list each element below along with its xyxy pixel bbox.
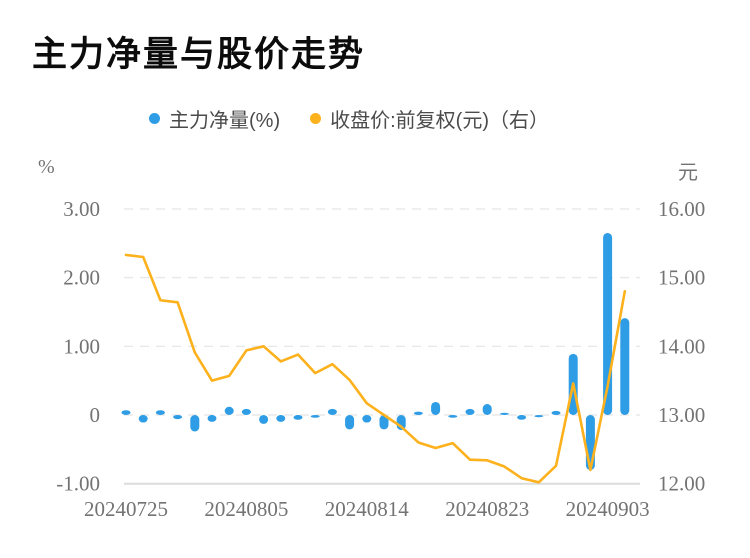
left-axis-unit: % xyxy=(38,156,55,178)
net-volume-bar[interactable] xyxy=(345,415,355,430)
close-price-marker-icon xyxy=(310,113,322,124)
net-volume-bar[interactable] xyxy=(482,404,492,415)
net-volume-bar[interactable] xyxy=(207,415,217,422)
legend-item-close-price[interactable]: 收盘价:前复权(元)（右） xyxy=(310,104,549,133)
right-axis-tick: 13.00 xyxy=(658,403,705,427)
x-axis-tick: 20240805 xyxy=(204,497,288,521)
x-axis-tick: 20240814 xyxy=(325,497,410,521)
net-volume-bar[interactable] xyxy=(413,411,423,415)
left-axis-tick: 0 xyxy=(90,403,101,427)
net-volume-bar[interactable] xyxy=(121,410,131,415)
close-price-line[interactable] xyxy=(124,253,627,484)
legend-item-main-net-volume[interactable]: 主力净量(%) xyxy=(149,104,280,133)
right-axis-tick: 16.00 xyxy=(658,197,705,221)
net-volume-bar[interactable] xyxy=(465,408,475,415)
right-axis-unit: 元 xyxy=(678,162,698,184)
net-volume-bar[interactable] xyxy=(499,412,509,415)
net-volume-bar[interactable] xyxy=(448,415,458,418)
net-volume-bar[interactable] xyxy=(517,415,527,420)
right-axis-tick: 14.00 xyxy=(658,334,705,358)
net-volume-bar[interactable] xyxy=(293,415,303,420)
x-axis-tick: 20240823 xyxy=(445,497,529,521)
right-axis-tick: 12.00 xyxy=(658,472,705,496)
net-volume-bar[interactable] xyxy=(310,415,320,418)
net-volume-bar[interactable] xyxy=(155,410,165,415)
net-volume-bar[interactable] xyxy=(551,410,561,415)
net-volume-bar[interactable] xyxy=(173,415,183,420)
page-title: 主力净量与股价走势 xyxy=(32,35,366,74)
net-volume-bar[interactable] xyxy=(276,415,286,422)
x-axis-tick: 20240903 xyxy=(566,497,650,521)
left-axis-tick: 2.00 xyxy=(63,266,100,290)
right-axis-tick: 15.00 xyxy=(658,266,705,290)
net-volume-bar[interactable] xyxy=(585,415,595,470)
net-volume-marker-icon xyxy=(149,113,160,124)
net-volume-bar[interactable] xyxy=(224,406,234,415)
x-axis-tick: 20240725 xyxy=(84,497,168,521)
net-volume-bar[interactable] xyxy=(190,415,200,432)
net-volume-bar[interactable] xyxy=(431,401,441,415)
net-volume-bar[interactable] xyxy=(620,318,630,415)
left-axis-tick: 3.00 xyxy=(63,197,100,221)
net-volume-bar[interactable] xyxy=(379,415,389,430)
left-axis-tick: 1.00 xyxy=(63,334,100,358)
legend: 主力净量(%) 收盘价:前复权(元)（右） xyxy=(0,104,724,133)
net-volume-bar[interactable] xyxy=(327,408,337,415)
legend-label-net-volume: 主力净量(%) xyxy=(169,110,281,132)
net-volume-bar[interactable] xyxy=(138,415,148,423)
left-axis-tick: -1.00 xyxy=(56,472,100,496)
net-volume-bar[interactable] xyxy=(362,415,372,423)
net-volume-bar[interactable] xyxy=(534,415,544,418)
net-volume-bar[interactable] xyxy=(241,408,251,415)
legend-label-close-price: 收盘价:前复权(元)（右） xyxy=(330,110,549,132)
net-volume-bar[interactable] xyxy=(259,415,269,424)
